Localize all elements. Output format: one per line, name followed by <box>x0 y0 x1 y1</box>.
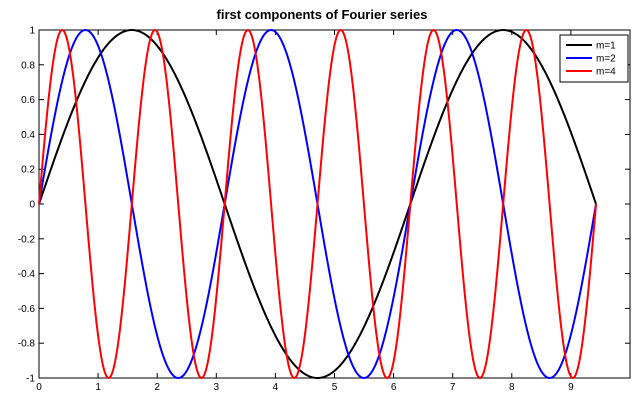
y-tick-label: 0.4 <box>21 130 35 141</box>
series-line-m1 <box>38 29 597 379</box>
axis-ticks: 0 1 2 3 4 5 6 7 8 9 1 0.8 0.6 0.4 0.2 0 -0.2 -0.4 -0.6 -0.8… <box>18 26 630 393</box>
y-tick-label: 1 <box>29 26 35 37</box>
y-tick-label: -1 <box>26 374 35 385</box>
legend-label: m=2 <box>596 54 616 65</box>
x-tick-label: 5 <box>332 382 338 393</box>
x-tick-label: 9 <box>568 382 574 393</box>
x-tick-label: 1 <box>95 382 101 393</box>
y-tick-label: 0 <box>29 200 35 211</box>
series-lines <box>38 29 598 379</box>
y-tick-label: 0.8 <box>21 60 35 71</box>
x-tick-label: 3 <box>214 382 220 393</box>
x-tick-label: 6 <box>391 382 397 393</box>
plot-area <box>38 29 631 379</box>
legend-label: m=1 <box>596 41 616 52</box>
x-tick-label: 2 <box>154 382 160 393</box>
series-line-m4 <box>38 29 598 379</box>
x-tick-label: 8 <box>509 382 515 393</box>
y-tick-label: -0.8 <box>18 339 36 350</box>
chart-title: first components of Fourier series <box>217 7 428 22</box>
y-tick-label: -0.6 <box>18 304 36 315</box>
legend: m=1 m=2 m=4 <box>559 34 629 83</box>
legend-label: m=4 <box>596 67 616 78</box>
y-tick-label: 0.2 <box>21 165 35 176</box>
x-tick-label: 0 <box>36 382 42 393</box>
y-tick-label: 0.6 <box>21 95 35 106</box>
x-tick-label: 7 <box>450 382 456 393</box>
y-tick-label: -0.4 <box>18 269 36 280</box>
x-tick-label: 4 <box>273 382 279 393</box>
y-tick-label: -0.2 <box>18 234 36 245</box>
